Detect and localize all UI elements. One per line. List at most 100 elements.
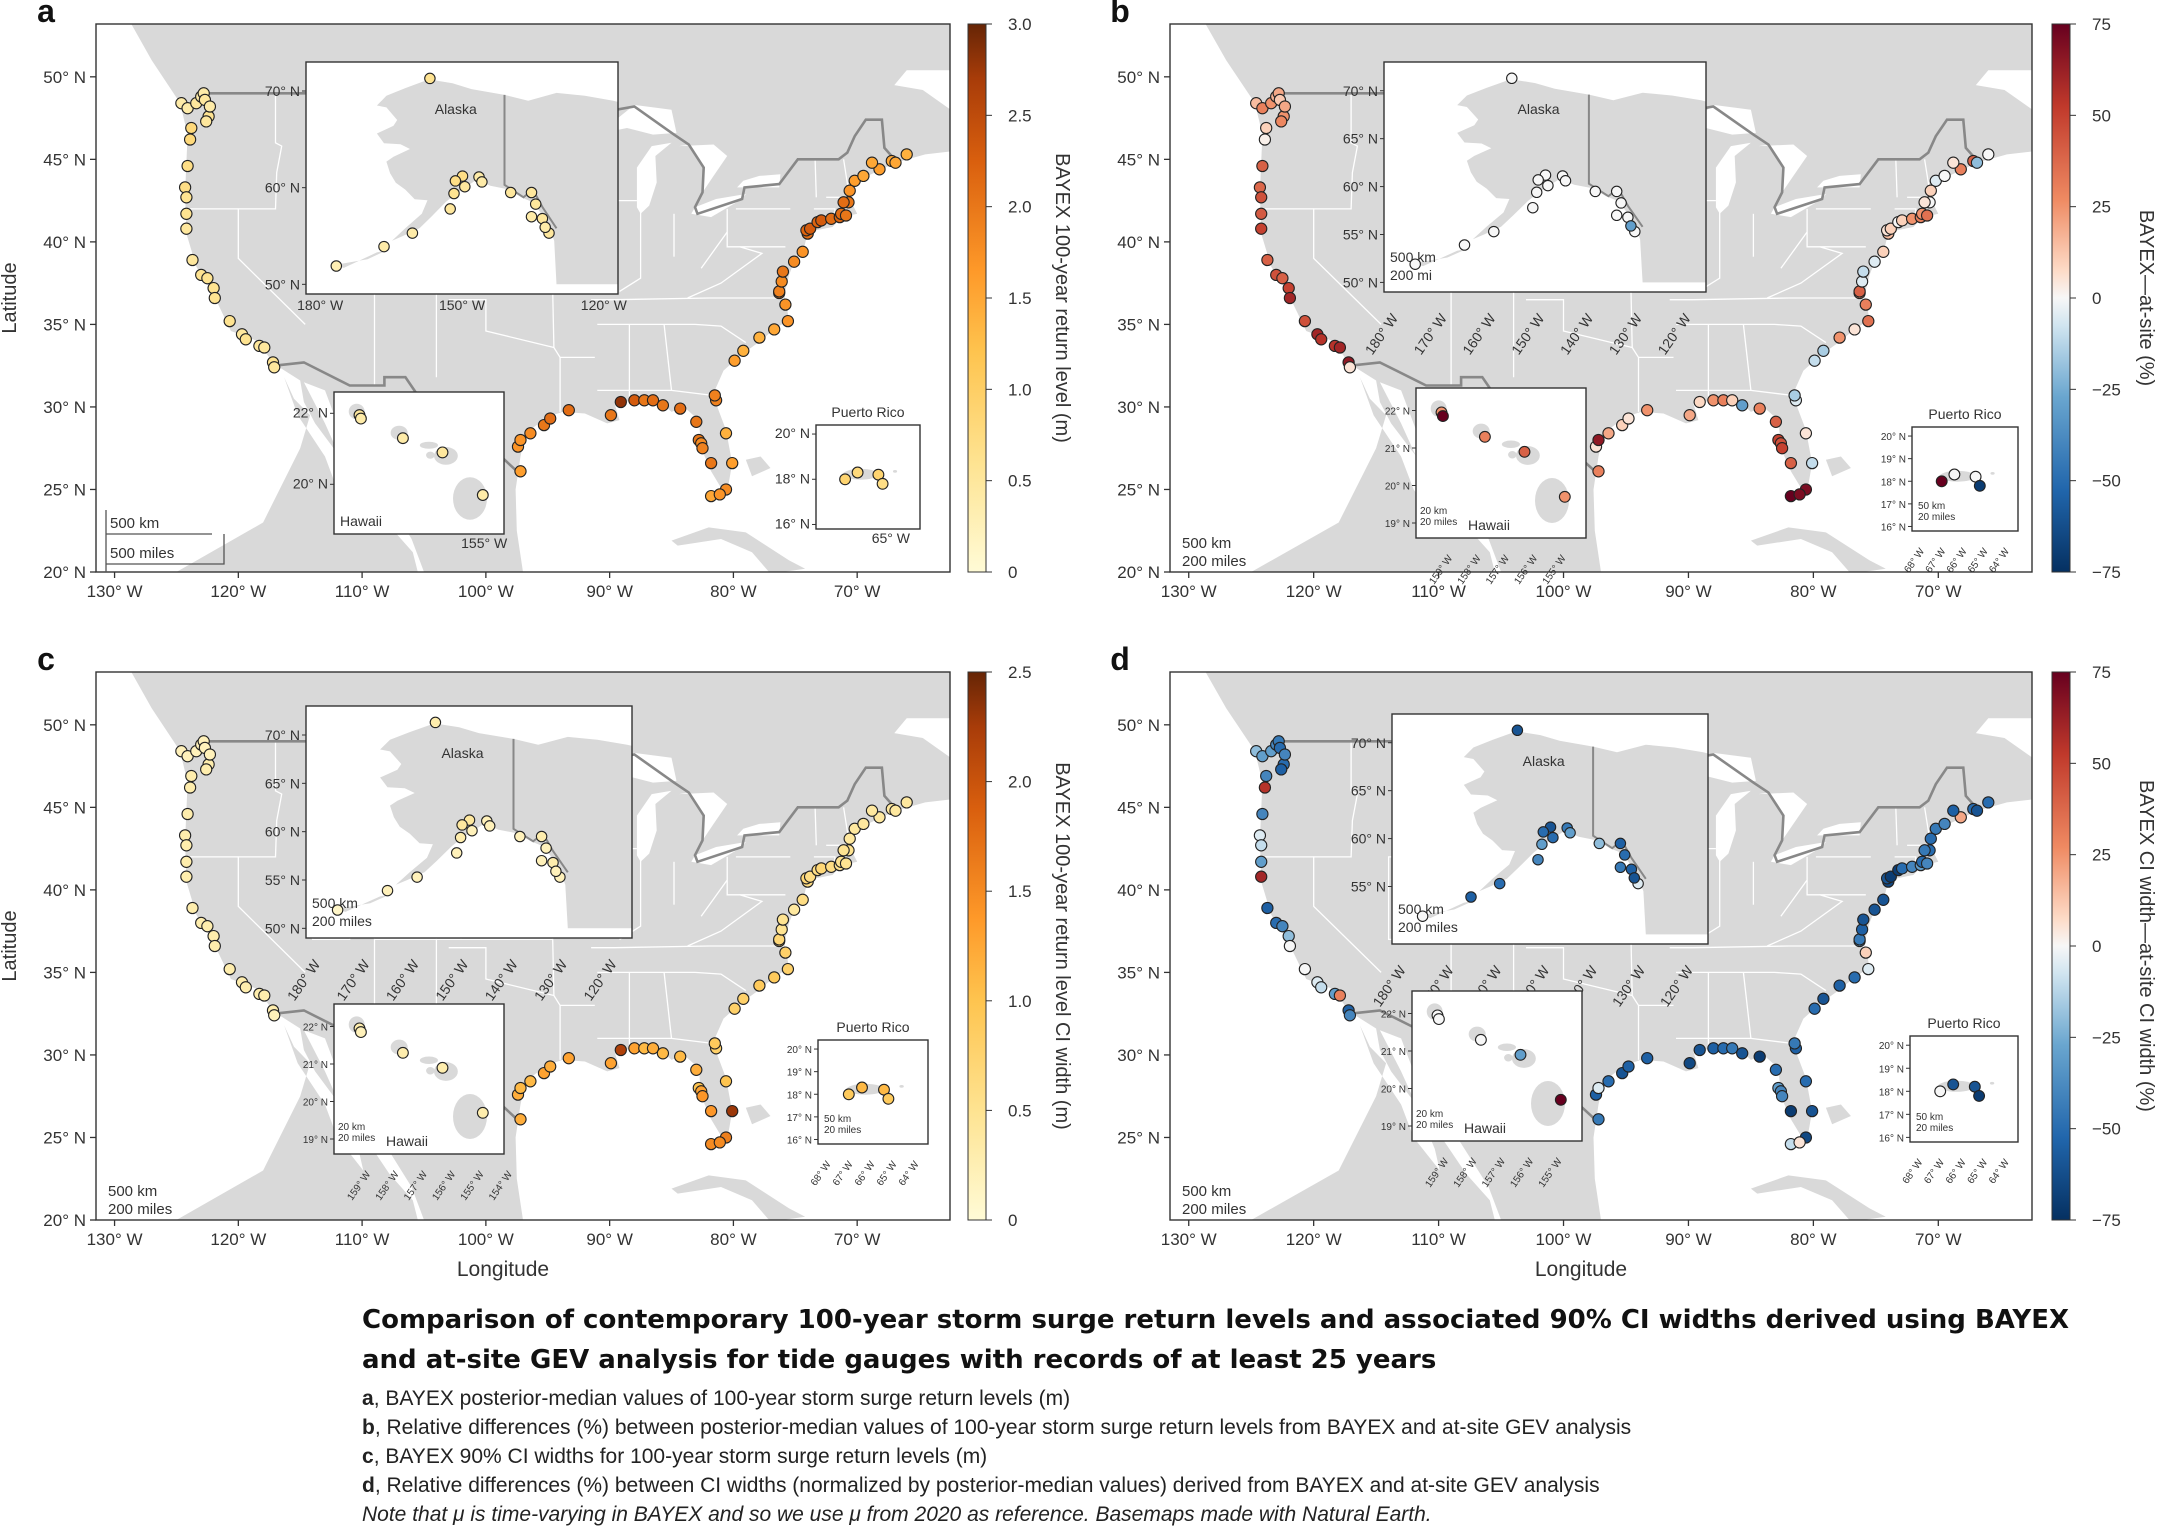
station-marker xyxy=(180,207,193,220)
inset-lon-label: 120° W xyxy=(581,297,628,313)
state-boundary xyxy=(687,246,764,299)
caption-text-a: , BAYEX posterior-median values of 100-y… xyxy=(373,1387,1071,1410)
station-marker xyxy=(1683,1057,1696,1070)
alaska-land xyxy=(1463,731,1708,935)
alaska-label: Alaska xyxy=(1523,753,1565,769)
station-marker xyxy=(815,862,828,875)
inset-lat-label: 20° N xyxy=(775,425,810,441)
inset-scale-miles: 200 mi xyxy=(1390,267,1432,283)
inset-scale-km: 50 km xyxy=(1918,501,1945,512)
colorbar: 3.0 2.5 2.0 1.5 1.0 0.5 0 BAYEX 100-year return… xyxy=(967,15,1073,582)
station-marker xyxy=(1592,1113,1605,1126)
station-marker xyxy=(1488,225,1500,238)
state-boundary xyxy=(663,972,673,1039)
station-marker xyxy=(1518,445,1531,458)
inset-scale-miles: 20 miles xyxy=(338,1133,375,1144)
station-marker xyxy=(1333,989,1347,1002)
station-marker xyxy=(223,314,236,328)
station-marker xyxy=(180,191,193,204)
station-marker xyxy=(1458,239,1471,251)
station-marker xyxy=(674,1050,687,1063)
station-marker xyxy=(258,341,271,354)
panel-letter: d xyxy=(1110,641,1130,677)
station-marker xyxy=(646,1042,660,1055)
station-marker xyxy=(1859,946,1872,959)
station-marker xyxy=(466,824,478,837)
map-frame xyxy=(95,23,951,573)
station-marker xyxy=(1258,781,1272,794)
inset-lat-label: 18° N xyxy=(787,1090,812,1101)
inset-lat-label: 17° N xyxy=(787,1113,812,1124)
hawaii-island xyxy=(1531,1081,1565,1126)
station-marker xyxy=(728,354,741,367)
colorbar-gradient xyxy=(2051,23,2071,573)
inset-lat-label: 22° N xyxy=(293,404,328,420)
state-boundary xyxy=(1806,856,1866,896)
lat-tick-label: 40° N xyxy=(43,233,86,252)
station-marker xyxy=(544,1060,557,1073)
inset-scale-miles: 20 miles xyxy=(1416,1120,1453,1131)
station-marker xyxy=(524,427,537,440)
station-marker xyxy=(719,1075,733,1088)
colorbar-tick-label: 3.0 xyxy=(1008,15,1032,34)
lat-tick-label: 30° N xyxy=(1117,398,1160,417)
state-boundary xyxy=(1313,93,1382,325)
station-marker xyxy=(330,260,343,272)
station-marker xyxy=(1833,331,1846,344)
colorbar-tick-label: 1.0 xyxy=(1008,380,1032,399)
station-marker xyxy=(865,804,879,817)
station-marker xyxy=(396,1046,409,1059)
station-marker xyxy=(889,804,902,817)
hawaii-label: Hawaii xyxy=(386,1133,428,1149)
inset-lon-label: 65° W xyxy=(872,530,911,546)
lat-tick-label: 35° N xyxy=(1117,963,1160,982)
lon-tick-label: 80° W xyxy=(1790,1230,1836,1249)
station-marker xyxy=(737,344,750,357)
colorbar-tick-label: 25 xyxy=(2092,198,2111,217)
figure-panels: 50° N45° N40° N35° N30° N25° N20° N130° … xyxy=(0,0,2157,1281)
great-lake xyxy=(636,790,672,862)
scale-label-km: 500 km xyxy=(108,1183,157,1200)
colorbar-gradient xyxy=(967,23,987,573)
station-marker xyxy=(604,409,618,422)
lon-tick-label: 120° W xyxy=(210,1230,266,1249)
station-marker xyxy=(1799,1075,1813,1088)
inset-scale-miles: 20 miles xyxy=(1916,1123,1953,1134)
inset-scale-km: 20 km xyxy=(338,1122,365,1133)
colorbar: 75 50 25 0 −25 −50 −75 BAYEX CI width—at-site C… xyxy=(2051,663,2157,1230)
station-marker xyxy=(1947,804,1960,817)
station-marker xyxy=(1275,763,1288,776)
station-marker xyxy=(514,465,527,478)
station-marker xyxy=(690,415,703,428)
station-marker xyxy=(476,176,488,188)
caption-item-a: a, BAYEX posterior-median values of 100-… xyxy=(362,1384,2082,1413)
lat-tick-label: 35° N xyxy=(1117,315,1160,334)
station-marker xyxy=(1973,1089,1986,1102)
station-marker xyxy=(1693,1043,1706,1057)
station-marker xyxy=(1474,1033,1487,1046)
station-marker xyxy=(1817,344,1830,357)
station-marker xyxy=(535,830,548,843)
station-marker xyxy=(186,253,199,267)
station-marker xyxy=(737,992,750,1005)
state-boundary xyxy=(619,212,642,292)
cuba xyxy=(1750,1175,1886,1220)
inset-lat-label: 60° N xyxy=(1351,831,1386,847)
puerto-rico-label: Puerto Rico xyxy=(831,404,904,420)
colorbar-gradient xyxy=(2051,671,2071,1221)
station-marker xyxy=(1602,1075,1615,1088)
bahamas xyxy=(1825,1104,1851,1125)
colorbar-tick-label: 0.5 xyxy=(1008,472,1032,491)
station-marker xyxy=(514,1113,527,1126)
station-marker xyxy=(331,904,344,916)
station-marker xyxy=(753,331,766,344)
colorbar-tick-label: 75 xyxy=(2092,663,2111,682)
lat-tick-label: 50° N xyxy=(1117,716,1160,735)
station-marker xyxy=(1614,861,1627,874)
station-marker xyxy=(180,855,193,868)
lat-tick-label: 45° N xyxy=(1117,798,1160,817)
inset-lat-label: 70° N xyxy=(265,727,300,743)
great-lake xyxy=(636,142,672,214)
